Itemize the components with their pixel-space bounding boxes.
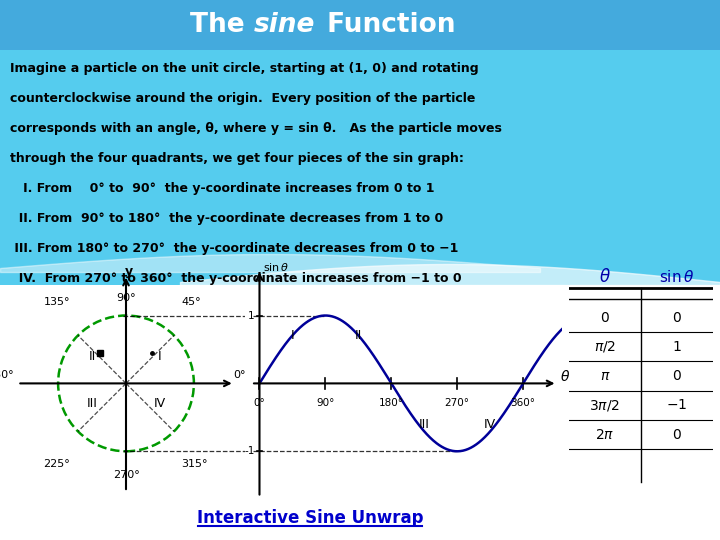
Text: $0$: $0$ xyxy=(600,310,610,325)
Text: III: III xyxy=(419,417,430,430)
Text: Imagine a particle on the unit circle, starting at (1, 0) and rotating: Imagine a particle on the unit circle, s… xyxy=(10,62,479,75)
Polygon shape xyxy=(0,0,720,285)
Text: 90°: 90° xyxy=(316,399,335,408)
Text: $2\pi$: $2\pi$ xyxy=(595,428,614,442)
Text: 0°: 0° xyxy=(233,370,246,380)
Text: -1: -1 xyxy=(244,446,254,456)
Text: I: I xyxy=(291,329,294,342)
Text: I. From    0° to  90°  the y-coordinate increases from 0 to 1: I. From 0° to 90° the y-coordinate incre… xyxy=(10,182,434,195)
Text: 1: 1 xyxy=(672,340,681,354)
Polygon shape xyxy=(0,285,720,540)
Text: IV: IV xyxy=(154,397,166,410)
Text: counterclockwise around the origin.  Every position of the particle: counterclockwise around the origin. Ever… xyxy=(10,92,475,105)
Text: 180°: 180° xyxy=(0,370,14,380)
Text: 180°: 180° xyxy=(379,399,404,408)
Text: through the four quadrants, we get four pieces of the sin graph:: through the four quadrants, we get four … xyxy=(10,152,464,165)
Text: IV: IV xyxy=(484,417,496,430)
Text: $\theta$: $\theta$ xyxy=(599,268,611,286)
Text: $-1$: $-1$ xyxy=(666,399,688,413)
Text: $\pi$: $\pi$ xyxy=(600,369,610,383)
Text: II: II xyxy=(89,349,96,363)
Text: The: The xyxy=(190,12,254,38)
Text: sine: sine xyxy=(254,12,315,38)
Text: 0: 0 xyxy=(672,310,681,325)
Text: $\sin\theta$: $\sin\theta$ xyxy=(263,261,289,273)
Text: 315°: 315° xyxy=(181,460,208,469)
Text: 45°: 45° xyxy=(181,298,202,307)
Text: corresponds with an angle, θ, where y = sin θ.   As the particle moves: corresponds with an angle, θ, where y = … xyxy=(10,122,502,135)
Text: 270°: 270° xyxy=(112,470,140,480)
Text: 0: 0 xyxy=(672,428,681,442)
Text: 90°: 90° xyxy=(116,293,136,303)
Text: 360°: 360° xyxy=(510,399,536,408)
Text: $\theta$: $\theta$ xyxy=(559,369,570,384)
Text: III: III xyxy=(86,397,97,410)
Text: Function: Function xyxy=(318,12,456,38)
Text: $\pi/2$: $\pi/2$ xyxy=(594,339,616,354)
Text: $\sin\theta$: $\sin\theta$ xyxy=(659,269,695,286)
Text: 225°: 225° xyxy=(44,460,71,469)
Text: IV.  From 270° to 360°  the y-coordinate increases from −1 to 0: IV. From 270° to 360° the y-coordinate i… xyxy=(10,272,462,285)
Text: II: II xyxy=(355,329,362,342)
Text: II. From  90° to 180°  the y-coordinate decreases from 1 to 0: II. From 90° to 180° the y-coordinate de… xyxy=(10,212,444,225)
Text: y: y xyxy=(125,265,133,278)
Bar xyxy=(0,0,720,50)
Text: I: I xyxy=(158,349,162,363)
Text: 0°: 0° xyxy=(253,399,266,408)
Text: $3\pi/2$: $3\pi/2$ xyxy=(590,398,620,413)
Text: 1: 1 xyxy=(248,310,254,321)
Text: 270°: 270° xyxy=(445,399,469,408)
Text: Interactive Sine Unwrap: Interactive Sine Unwrap xyxy=(197,509,423,527)
Text: 0: 0 xyxy=(672,369,681,383)
Text: 135°: 135° xyxy=(44,298,71,307)
Text: III. From 180° to 270°  the y-coordinate decreases from 0 to −1: III. From 180° to 270° the y-coordinate … xyxy=(10,242,459,255)
